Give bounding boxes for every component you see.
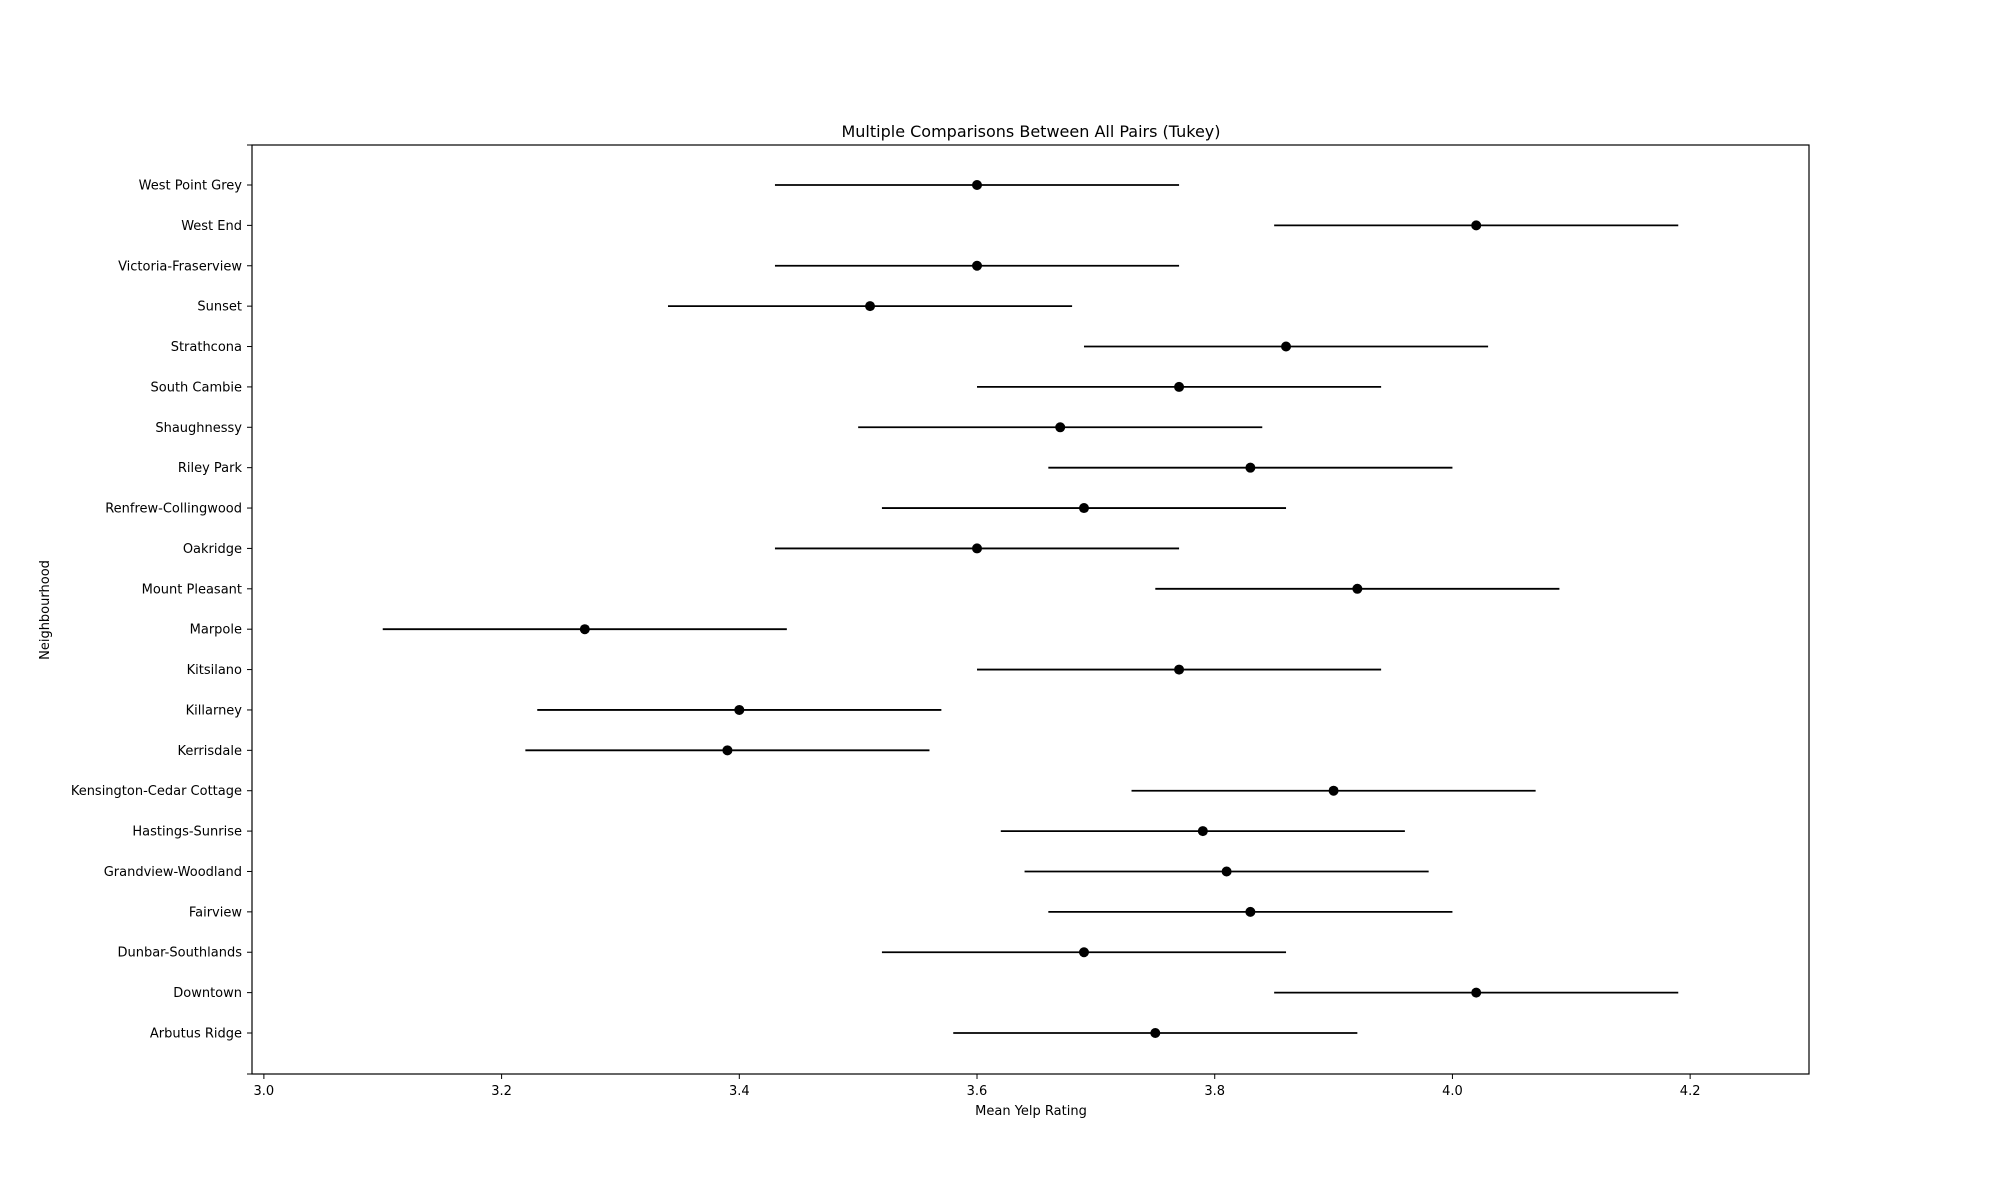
y-tick-label: Hastings-Sunrise [132, 825, 242, 840]
y-tick-label: Renfrew-Collingwood [105, 502, 242, 517]
mean-point [1078, 503, 1089, 514]
y-tick-label: Strathcona [171, 340, 242, 355]
mean-point [1352, 583, 1363, 594]
y-tick-label: Victoria-Fraserview [118, 259, 242, 274]
y-tick-label: Dunbar-Southlands [117, 946, 242, 961]
x-tick-label: 3.6 [967, 1084, 988, 1099]
x-tick-label: 3.8 [1204, 1084, 1225, 1099]
mean-point [972, 543, 983, 554]
y-tick-label: Grandview-Woodland [104, 865, 242, 880]
mean-points [579, 180, 1482, 1038]
x-tick-label: 3.2 [491, 1084, 512, 1099]
x-axis-label: Mean Yelp Rating [975, 1104, 1087, 1119]
y-tick-label: Marpole [190, 623, 242, 638]
mean-point [1471, 220, 1482, 231]
x-tick-label: 3.4 [729, 1084, 750, 1099]
mean-point [1055, 422, 1066, 433]
mean-point [1174, 664, 1185, 675]
mean-point [972, 260, 983, 271]
x-axis: 3.0 3.2 3.4 3.6 3.8 4.0 4.2 [254, 1074, 1701, 1099]
mean-point [579, 624, 590, 635]
y-tick-label: West Point Grey [139, 179, 243, 194]
chart-title: Multiple Comparisons Between All Pairs (… [841, 122, 1220, 141]
x-tick-label: 4.0 [1442, 1084, 1463, 1099]
mean-point [1281, 341, 1292, 352]
y-axis-label: Neighbourhood [38, 560, 53, 660]
y-tick-label: Kitsilano [187, 663, 242, 678]
y-tick-label: Downtown [173, 986, 242, 1001]
y-tick-label: South Cambie [151, 380, 242, 395]
y-tick-label: Mount Pleasant [142, 582, 242, 597]
mean-point [1197, 826, 1208, 837]
plot-area-frame [251, 144, 1810, 1075]
mean-point [1150, 1028, 1161, 1038]
mean-point [1221, 866, 1232, 877]
y-tick-label: Fairview [189, 905, 243, 920]
y-tick-label: West End [181, 219, 242, 234]
mean-point [1174, 381, 1185, 392]
mean-point [734, 704, 745, 715]
mean-point [1328, 785, 1339, 796]
y-tick-label: Sunset [197, 300, 242, 315]
x-tick-label: 3.0 [254, 1084, 275, 1099]
y-tick-label: Riley Park [178, 461, 243, 476]
mean-point [1245, 462, 1256, 473]
y-tick-label: Killarney [186, 703, 243, 718]
y-tick-label: Kensington-Cedar Cottage [71, 784, 242, 799]
y-tick-label: Oakridge [183, 542, 242, 557]
mean-point [722, 745, 733, 756]
y-tick-label: Kerrisdale [177, 744, 242, 759]
x-tick-label: 4.2 [1680, 1084, 1701, 1099]
y-tick-label: Arbutus Ridge [150, 1027, 242, 1042]
mean-point [1078, 947, 1089, 958]
mean-point [1245, 906, 1256, 917]
mean-point [1471, 987, 1482, 998]
y-axis: West Point Grey West End Victoria-Fraservi… [71, 144, 252, 1075]
y-tick-label: Shaughnessy [155, 421, 242, 436]
mean-point [865, 301, 876, 312]
mean-point [972, 180, 983, 190]
